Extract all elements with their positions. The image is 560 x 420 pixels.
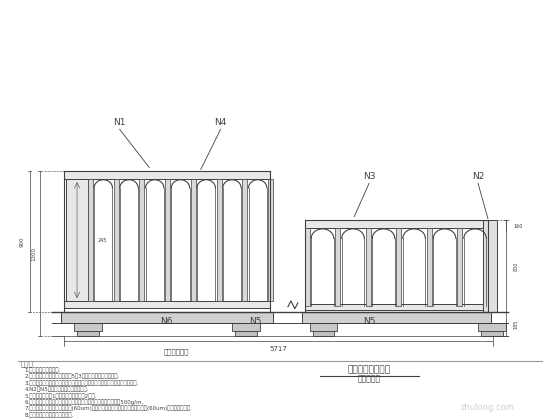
Bar — [305, 228, 310, 306]
Bar — [66, 179, 88, 301]
Bar — [312, 331, 334, 336]
Text: zhulong.com: zhulong.com — [461, 403, 515, 412]
Text: 交口处护栏立面图: 交口处护栏立面图 — [348, 365, 391, 374]
Text: 160: 160 — [514, 224, 523, 229]
Bar — [268, 179, 273, 301]
Text: 7.防腐采用环氧富锌防腐漆调漆(60um)，两桶板可直涂刷的淡果粤防腐漆调漆(60um)，面漆为乳白色.: 7.防腐采用环氧富锌防腐漆调漆(60um)，两桶板可直涂刷的淡果粤防腐漆调漆(6… — [25, 406, 192, 411]
Bar — [481, 331, 503, 336]
Text: 说明：: 说明： — [21, 361, 34, 367]
Bar — [232, 323, 260, 331]
Bar — [64, 301, 270, 308]
Bar — [483, 220, 497, 312]
Bar — [61, 312, 273, 323]
Text: 245: 245 — [98, 238, 107, 243]
Text: 800: 800 — [514, 261, 519, 271]
Bar — [139, 179, 144, 301]
Text: 8.工程量参照正常路基工程叠量.: 8.工程量参照正常路基工程叠量. — [25, 412, 74, 417]
Bar — [88, 179, 93, 301]
Text: 185: 185 — [514, 319, 519, 329]
Text: 3.反光片为三重护栏一组，一般分两侧各一块（车道护栏一员立柱两侧打孔）.: 3.反光片为三重护栏一组，一般分两侧各一块（车道护栏一员立柱两侧打孔）. — [25, 380, 139, 386]
Bar — [165, 179, 170, 301]
Text: 900: 900 — [20, 236, 25, 247]
Bar — [114, 179, 119, 301]
Bar — [488, 228, 493, 306]
Text: 2.交口处中央防撞护栏缩化，按5根3平衡变，需采快加固所求.: 2.交口处中央防撞护栏缩化，按5根3平衡变，需采快加固所求. — [25, 374, 120, 379]
Bar — [427, 228, 432, 306]
Bar — [478, 323, 506, 331]
Text: N3: N3 — [363, 172, 375, 181]
Bar — [305, 304, 488, 310]
Bar — [302, 312, 491, 323]
Text: 1300: 1300 — [31, 247, 36, 261]
Text: 硬化渐变段: 硬化渐变段 — [357, 375, 381, 383]
Text: N1: N1 — [113, 118, 126, 127]
Bar — [305, 220, 488, 228]
Bar — [310, 323, 338, 331]
Text: N4: N4 — [214, 118, 227, 127]
Text: N2: N2 — [472, 172, 484, 181]
Bar — [242, 179, 248, 301]
Bar — [458, 228, 463, 306]
Text: 6.所有间缝均需磨平，防水铁件均采用热浸镀锌杆处理，镀锌量为500g/m.: 6.所有间缝均需磨平，防水铁件均采用热浸镀锌杆处理，镀锌量为500g/m. — [25, 399, 144, 405]
Bar — [77, 331, 99, 336]
Text: 1.本图尺寸均以毫米计.: 1.本图尺寸均以毫米计. — [25, 368, 61, 373]
Bar — [74, 323, 102, 331]
Bar — [64, 171, 270, 179]
Text: N5: N5 — [363, 318, 375, 326]
Text: N6: N6 — [160, 318, 172, 326]
Text: 预置钢板底座: 预置钢板底座 — [164, 348, 189, 354]
Text: N5: N5 — [249, 318, 262, 326]
Text: 5717: 5717 — [269, 346, 287, 352]
Bar — [366, 228, 371, 306]
Text: 5.护栏安装后间距1排平，不平度不大于2毫米.: 5.护栏安装后间距1排平，不平度不大于2毫米. — [25, 393, 97, 399]
Bar — [335, 228, 340, 306]
Bar — [217, 179, 222, 301]
Text: 4.N2与N5接键处方的不全螺及富平弹.: 4.N2与N5接键处方的不全螺及富平弹. — [25, 386, 89, 392]
Bar — [396, 228, 402, 306]
Bar — [235, 331, 257, 336]
Bar — [191, 179, 196, 301]
